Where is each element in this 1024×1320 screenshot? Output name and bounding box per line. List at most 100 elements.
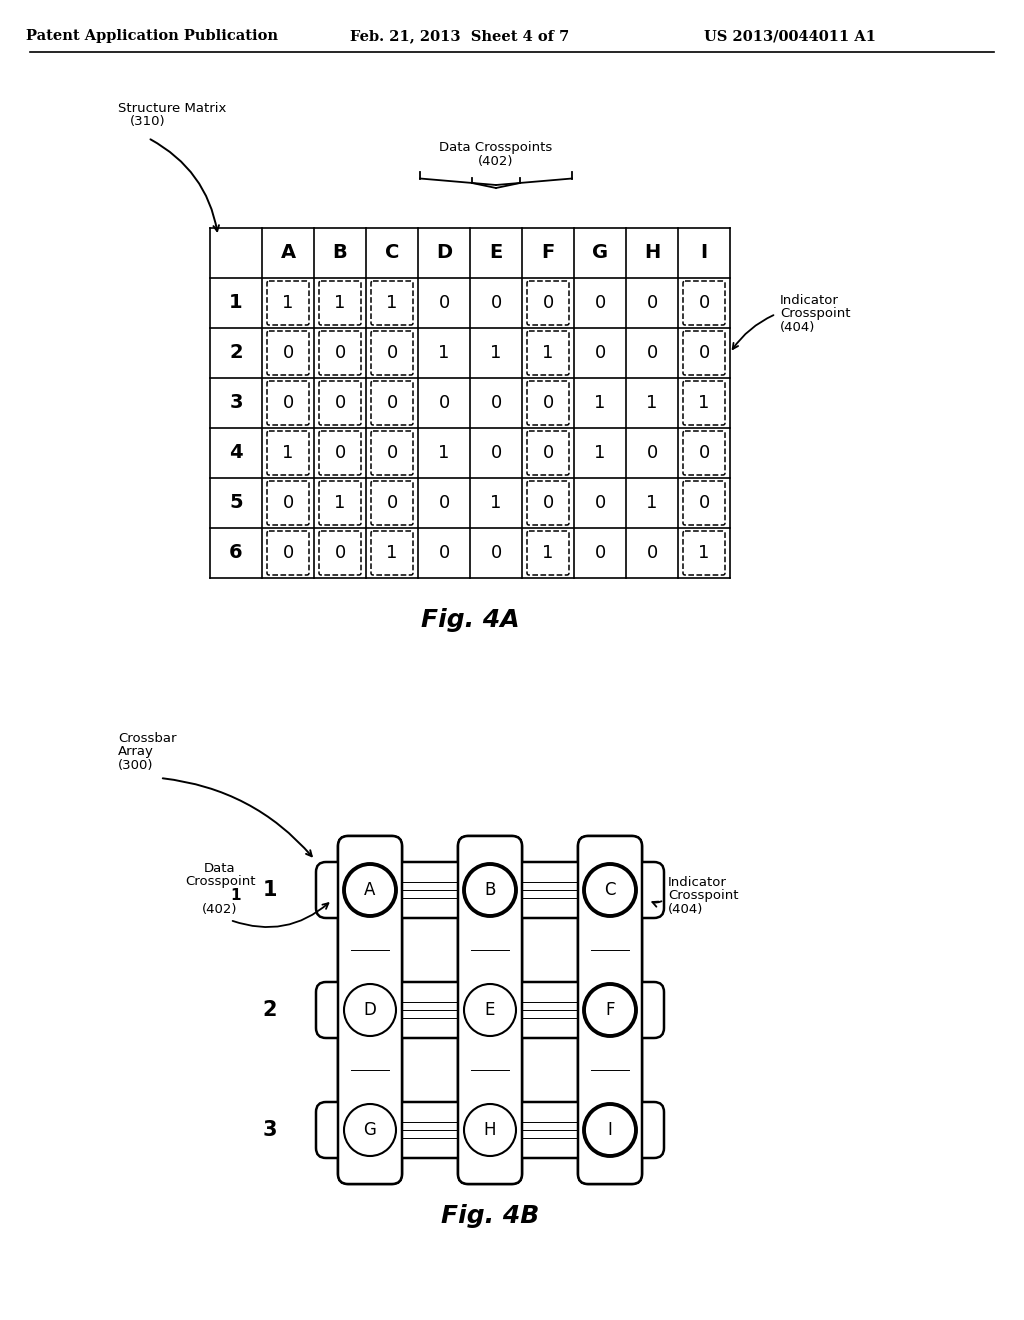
Text: 2: 2 (229, 343, 243, 363)
Text: 0: 0 (386, 345, 397, 362)
Text: 0: 0 (543, 393, 554, 412)
Text: C: C (604, 880, 615, 899)
Text: Data Crosspoints: Data Crosspoints (439, 141, 553, 154)
Text: Indicator: Indicator (668, 875, 727, 888)
FancyBboxPatch shape (316, 1102, 664, 1158)
Text: 0: 0 (283, 345, 294, 362)
Text: 0: 0 (438, 544, 450, 562)
Text: 1: 1 (490, 345, 502, 362)
FancyBboxPatch shape (683, 432, 725, 475)
FancyBboxPatch shape (371, 432, 413, 475)
Text: 1: 1 (386, 294, 397, 312)
Text: (404): (404) (780, 322, 815, 334)
Text: 3: 3 (229, 393, 243, 412)
Text: 0: 0 (698, 294, 710, 312)
Text: 1: 1 (646, 494, 657, 512)
Text: Crossbar: Crossbar (118, 731, 176, 744)
Text: 0: 0 (335, 393, 346, 412)
FancyBboxPatch shape (267, 531, 309, 576)
Text: F: F (605, 1001, 614, 1019)
FancyBboxPatch shape (527, 432, 569, 475)
FancyBboxPatch shape (319, 281, 361, 325)
FancyBboxPatch shape (267, 331, 309, 375)
Text: Structure Matrix: Structure Matrix (118, 102, 226, 115)
FancyBboxPatch shape (578, 836, 642, 1184)
Text: 1: 1 (263, 880, 278, 900)
FancyBboxPatch shape (527, 381, 569, 425)
Text: Array: Array (118, 746, 154, 759)
Text: E: E (484, 1001, 496, 1019)
Text: Fig. 4A: Fig. 4A (421, 609, 519, 632)
FancyBboxPatch shape (338, 836, 402, 1184)
Text: 0: 0 (490, 444, 502, 462)
Circle shape (584, 1104, 636, 1156)
Text: US 2013/0044011 A1: US 2013/0044011 A1 (705, 29, 876, 44)
Text: 0: 0 (283, 393, 294, 412)
Text: 1: 1 (646, 393, 657, 412)
FancyBboxPatch shape (527, 480, 569, 525)
Text: G: G (364, 1121, 377, 1139)
Text: 1: 1 (229, 293, 243, 313)
Text: A: A (281, 243, 296, 263)
FancyBboxPatch shape (527, 531, 569, 576)
Text: 0: 0 (698, 494, 710, 512)
Text: 1: 1 (230, 888, 242, 903)
Text: (310): (310) (130, 116, 166, 128)
Text: I: I (607, 1121, 612, 1139)
Text: 0: 0 (490, 393, 502, 412)
Circle shape (584, 865, 636, 916)
Text: Crosspoint: Crosspoint (184, 875, 255, 888)
Text: 1: 1 (438, 444, 450, 462)
Text: D: D (436, 243, 452, 263)
Text: E: E (489, 243, 503, 263)
Text: 5: 5 (229, 494, 243, 512)
Text: 0: 0 (335, 444, 346, 462)
Text: Crosspoint: Crosspoint (668, 890, 738, 903)
Text: 1: 1 (594, 444, 605, 462)
FancyBboxPatch shape (527, 331, 569, 375)
FancyBboxPatch shape (371, 281, 413, 325)
FancyBboxPatch shape (319, 432, 361, 475)
FancyBboxPatch shape (319, 480, 361, 525)
Text: C: C (385, 243, 399, 263)
Text: 0: 0 (646, 444, 657, 462)
Text: I: I (700, 243, 708, 263)
Text: 3: 3 (263, 1119, 278, 1140)
Circle shape (464, 865, 516, 916)
Text: 1: 1 (698, 393, 710, 412)
FancyBboxPatch shape (319, 381, 361, 425)
FancyBboxPatch shape (371, 381, 413, 425)
Circle shape (464, 1104, 516, 1156)
Text: 4: 4 (362, 840, 377, 861)
Text: 0: 0 (594, 494, 605, 512)
FancyBboxPatch shape (578, 836, 642, 1184)
Text: (300): (300) (118, 759, 154, 772)
FancyBboxPatch shape (338, 836, 402, 1184)
FancyBboxPatch shape (683, 331, 725, 375)
Text: H: H (483, 1121, 497, 1139)
Text: 0: 0 (386, 393, 397, 412)
Text: (402): (402) (478, 156, 514, 169)
Text: F: F (542, 243, 555, 263)
FancyBboxPatch shape (458, 836, 522, 1184)
Text: 1: 1 (283, 444, 294, 462)
Text: 0: 0 (386, 494, 397, 512)
FancyBboxPatch shape (267, 480, 309, 525)
Text: 0: 0 (438, 294, 450, 312)
Text: 1: 1 (334, 494, 346, 512)
FancyBboxPatch shape (319, 331, 361, 375)
Text: 0: 0 (490, 294, 502, 312)
Text: 0: 0 (543, 294, 554, 312)
Text: 0: 0 (386, 444, 397, 462)
FancyBboxPatch shape (371, 480, 413, 525)
Text: 1: 1 (438, 345, 450, 362)
Text: 0: 0 (698, 444, 710, 462)
Text: 0: 0 (283, 544, 294, 562)
Text: (404): (404) (668, 903, 703, 916)
Circle shape (584, 983, 636, 1036)
FancyBboxPatch shape (371, 331, 413, 375)
Text: Fig. 4B: Fig. 4B (441, 1204, 539, 1228)
Text: A: A (365, 880, 376, 899)
Text: 0: 0 (646, 544, 657, 562)
Text: 0: 0 (283, 494, 294, 512)
